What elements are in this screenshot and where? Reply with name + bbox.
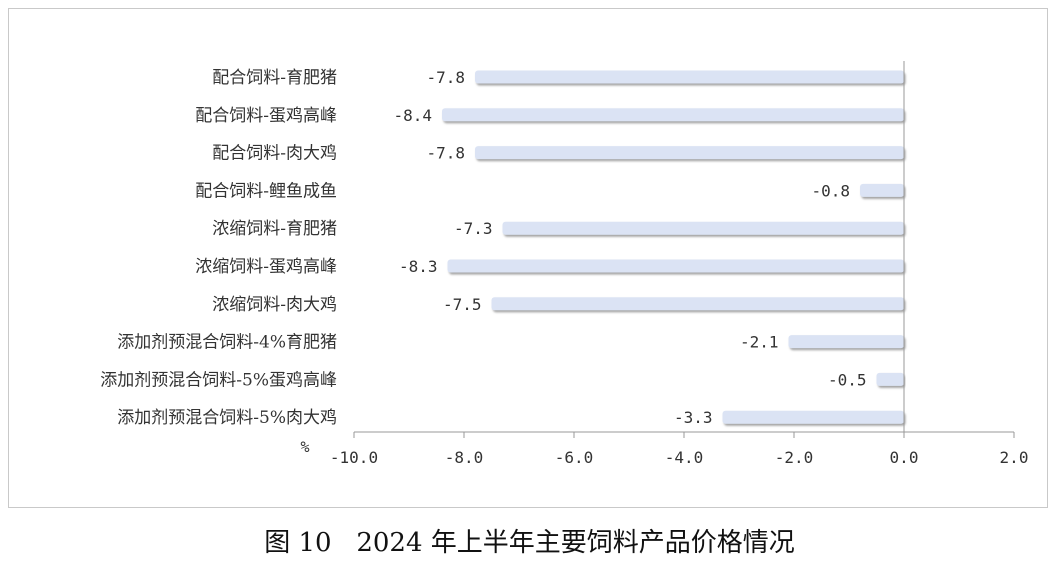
bar-7 [788, 335, 904, 349]
x-tick-label-1: -8.0 [445, 448, 484, 467]
category-label-2: 配合饲料-肉大鸡 [212, 144, 337, 164]
bar-3 [860, 183, 904, 197]
value-label-8: -0.5 [828, 370, 867, 389]
category-label-3: 配合饲料-鲤鱼成鱼 [195, 181, 337, 201]
value-label-2: -7.8 [426, 144, 465, 163]
category-label-9: 添加剂预混合饲料-5%肉大鸡 [117, 408, 337, 428]
category-label-4: 浓缩饲料-育肥猪 [212, 219, 337, 239]
value-label-1: -8.4 [393, 106, 432, 125]
value-label-6: -7.5 [443, 295, 482, 314]
category-label-8: 添加剂预混合饲料-5%蛋鸡高峰 [100, 370, 337, 390]
chart-frame: -10.0 -8.0 -6.0 -4.0 -2.0 0.0 2.0% 配合饲料-育肥猪 -7.… [8, 8, 1048, 508]
value-label-5: -8.3 [399, 257, 438, 276]
x-tick-label-0: -10.0 [330, 448, 378, 467]
value-label-4: -7.3 [454, 219, 493, 238]
bar-4 [502, 221, 904, 235]
bar-0 [475, 70, 904, 84]
category-label-7: 添加剂预混合饲料-4%育肥猪 [117, 333, 337, 353]
x-tick-label-2: -6.0 [555, 448, 594, 467]
value-label-0: -7.8 [426, 68, 465, 87]
x-tick-label-3: -4.0 [665, 448, 704, 467]
value-label-3: -0.8 [811, 181, 850, 200]
category-label-1: 配合饲料-蛋鸡高峰 [195, 106, 337, 126]
bar-chart: -10.0 -8.0 -6.0 -4.0 -2.0 0.0 2.0% 配合饲料-育肥猪 -7.… [100, 61, 1029, 467]
value-label-7: -2.1 [740, 333, 779, 352]
bar-1 [442, 108, 904, 122]
category-label-6: 浓缩饲料-肉大鸡 [212, 295, 337, 315]
category-label-5: 浓缩饲料-蛋鸡高峰 [195, 257, 337, 277]
value-label-9: -3.3 [674, 408, 713, 427]
category-label-0: 配合饲料-育肥猪 [212, 68, 337, 88]
x-tick-label-5: 0.0 [890, 448, 919, 467]
bar-2 [475, 146, 904, 160]
x-tick-label-4: -2.0 [775, 448, 814, 467]
bar-9 [722, 410, 904, 424]
x-unit-label: % [300, 438, 309, 456]
bar-5 [447, 259, 904, 273]
figure-caption: 图 10 2024 年上半年主要饲料产品价格情况 [264, 528, 795, 558]
x-tick-label-6: 2.0 [1000, 448, 1029, 467]
bar-6 [491, 297, 904, 311]
bar-8 [876, 372, 904, 386]
